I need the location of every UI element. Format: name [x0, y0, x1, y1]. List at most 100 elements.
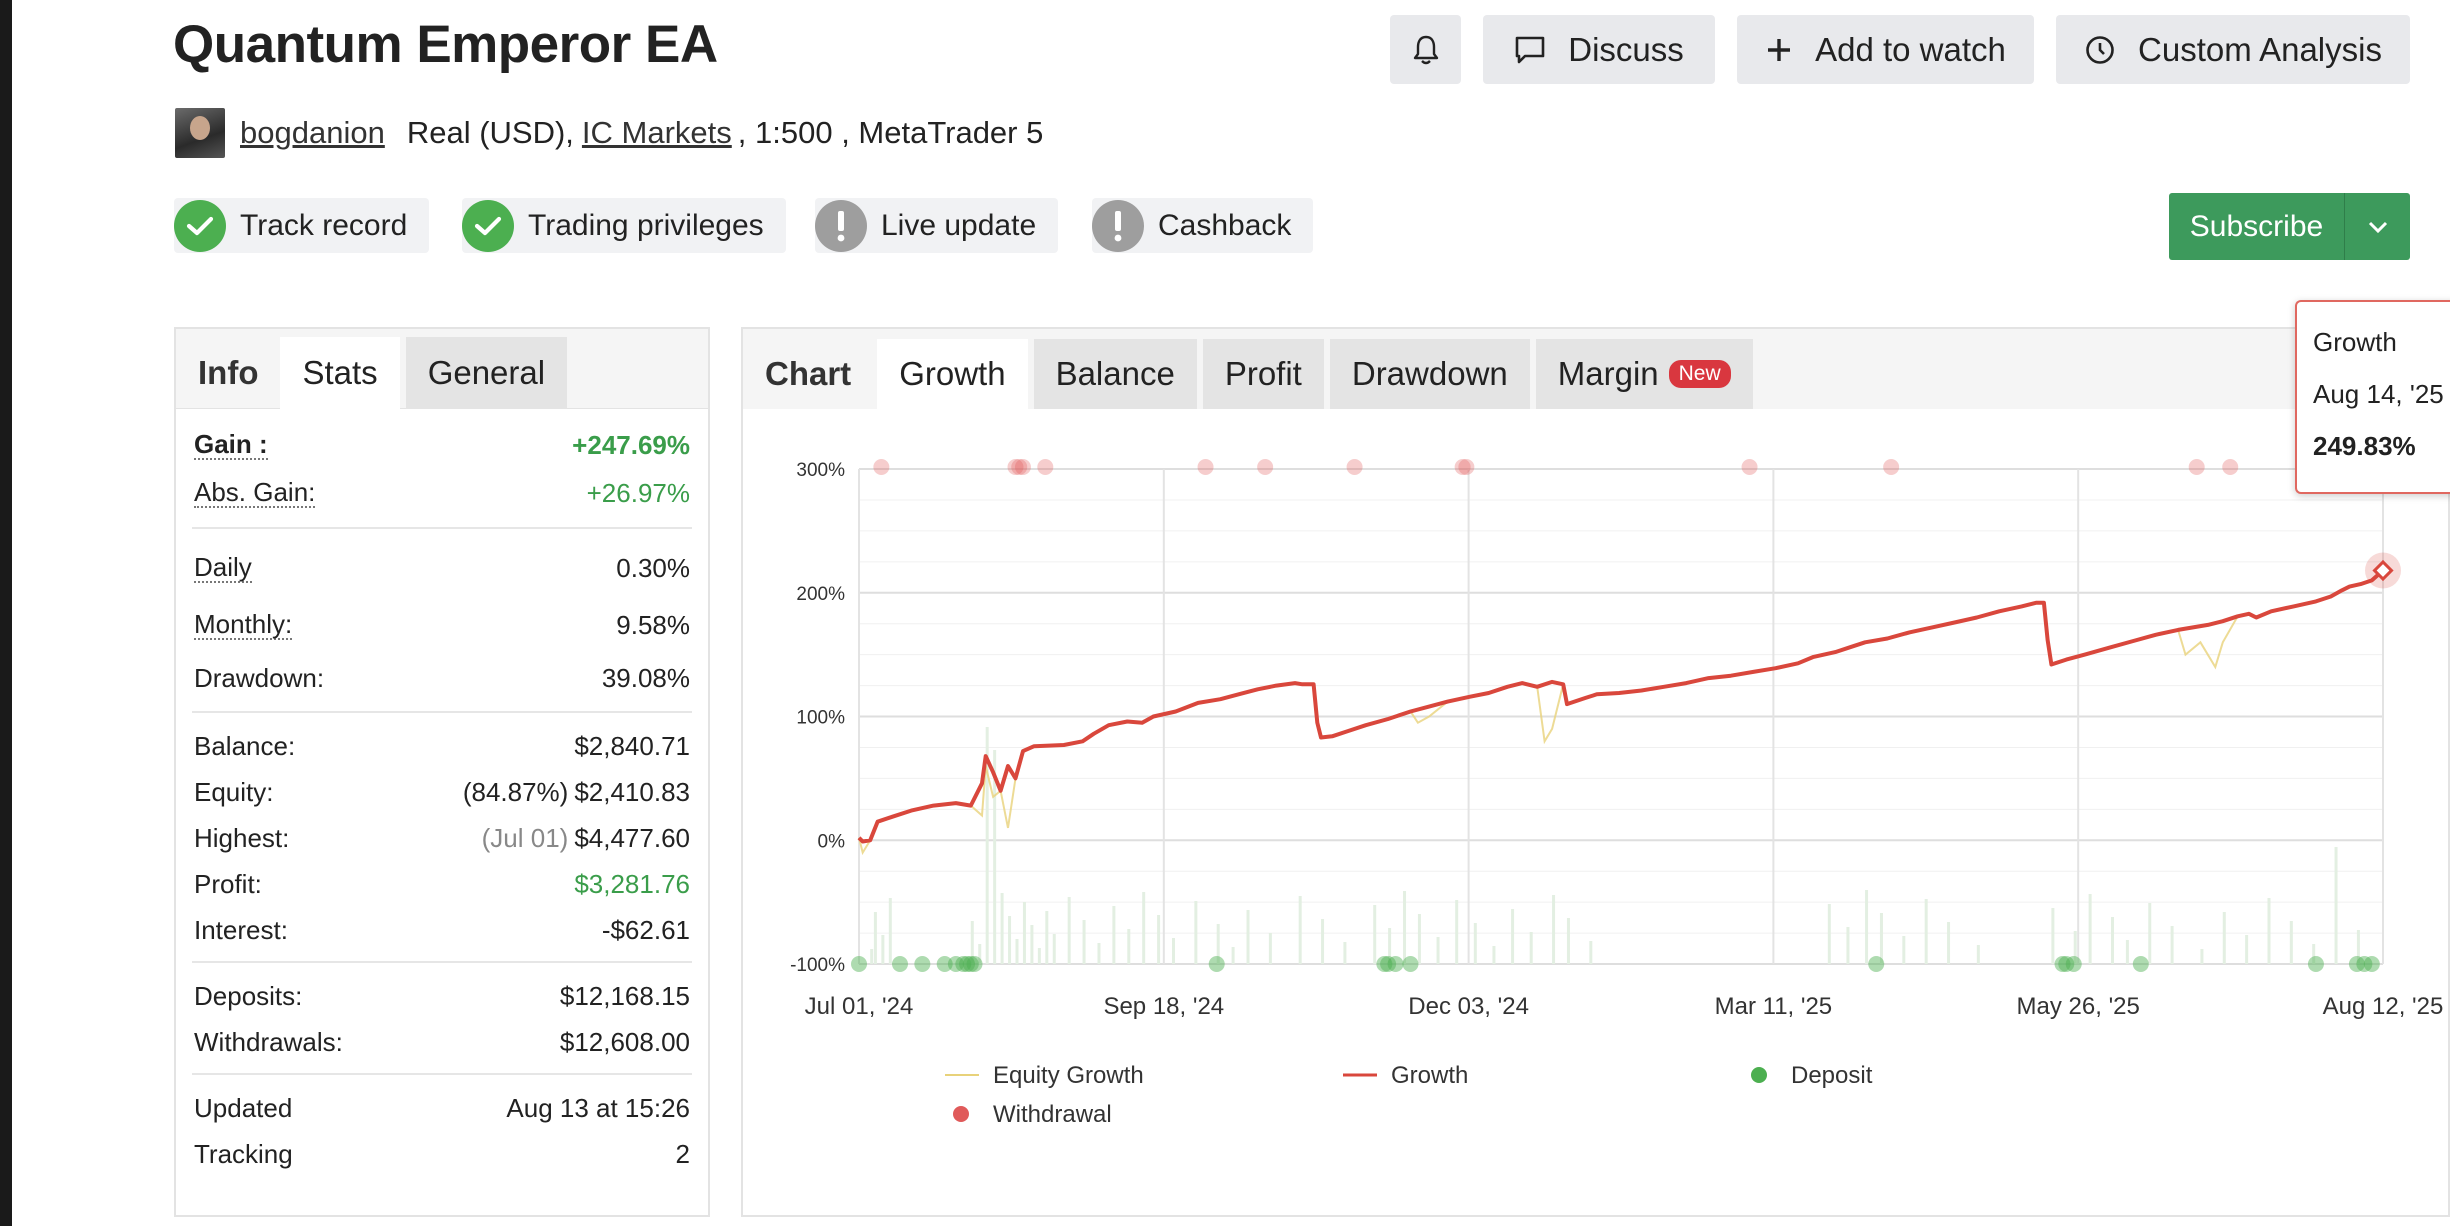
volume-bar [1902, 936, 1906, 964]
badge-live-update[interactable]: Live update [815, 198, 1059, 253]
stat-highest: $4,477.60 [574, 822, 690, 853]
withdrawal-marker [1883, 459, 1900, 475]
volume-bar [1552, 895, 1556, 964]
check-circle-icon [174, 199, 226, 252]
divider [192, 711, 692, 713]
legend-swatch [1751, 1067, 1767, 1083]
badge-track-record[interactable]: Track record [174, 198, 430, 253]
volume-bar [873, 912, 877, 964]
volume-bar [2148, 903, 2152, 964]
badge-label: Live update [881, 208, 1037, 242]
stat-label: Balance: [194, 730, 296, 761]
deposit-marker [2307, 956, 2324, 972]
deposit-marker [2058, 956, 2075, 972]
avatar[interactable] [175, 108, 225, 158]
y-tick-label: -100% [790, 955, 845, 976]
discuss-button[interactable]: Discuss [1483, 15, 1715, 84]
tab-general[interactable]: General [405, 337, 568, 409]
withdrawal-marker [1037, 459, 1054, 475]
volume-bar [970, 921, 974, 964]
deposit-marker [2363, 956, 2380, 972]
volume-bar [1388, 928, 1392, 964]
volume-bar [888, 898, 892, 964]
volume-bar [2245, 935, 2249, 964]
stat-equity-pct: (84.87%) [462, 776, 569, 807]
stat-abs-gain: +26.97% [586, 477, 690, 508]
badge-cashback[interactable]: Cashback [1092, 198, 1314, 253]
tab-info[interactable]: Info [198, 354, 259, 391]
withdrawal-marker [1014, 459, 1031, 475]
volume-bar [2110, 917, 2114, 964]
volume-bar [1298, 896, 1302, 964]
volume-bar [1246, 910, 1250, 964]
deposit-marker [955, 956, 972, 972]
stat-label: Profit: [194, 868, 262, 899]
volume-bar [1403, 891, 1407, 964]
volume-bar [1373, 905, 1377, 964]
stat-equity: $2,410.83 [574, 776, 690, 807]
legend-label: Growth [1391, 1062, 1468, 1089]
stat-label: Highest: [194, 822, 290, 853]
volume-bar [1879, 913, 1883, 964]
custom-analysis-button[interactable]: Custom Analysis [2056, 15, 2410, 84]
broker-link[interactable]: IC Markets [581, 115, 732, 150]
x-tick-label: May 26, '25 [2017, 993, 2140, 1020]
add-to-watch-button[interactable]: Add to watch [1737, 15, 2034, 84]
stat-balance: $2,840.71 [574, 730, 690, 761]
volume-bar [2222, 912, 2226, 964]
deposit-marker [1402, 956, 1419, 972]
stat-label: Drawdown: [194, 662, 325, 693]
volume-bar [1082, 920, 1086, 964]
volume-bar [1976, 945, 1980, 964]
stat-gain: +247.69% [572, 429, 690, 460]
stat-label[interactable]: Daily [194, 552, 252, 583]
notify-button[interactable] [1390, 15, 1461, 84]
volume-bar [1067, 897, 1071, 964]
tab-profit[interactable]: Profit [1202, 339, 1324, 409]
stat-label[interactable]: Monthly: [194, 609, 293, 640]
growth-line [857, 569, 2385, 844]
growth-chart[interactable]: Jul 01, '24 Sep 18, '24 Dec 03, '24 Mar 11,… [743, 329, 2448, 1215]
tab-margin[interactable]: Margin New [1535, 339, 1753, 409]
tab-chart[interactable]: Chart [765, 355, 852, 392]
stat-label[interactable]: Abs. Gain: [194, 477, 316, 508]
tab-growth[interactable]: Growth [877, 339, 1028, 409]
volume-bar [881, 935, 885, 964]
stat-label[interactable]: Gain : [194, 429, 268, 460]
volume-bar [2289, 921, 2293, 964]
legend-swatch [953, 1106, 969, 1122]
page-title: Quantum Emperor EA [173, 15, 718, 74]
divider [192, 961, 692, 963]
withdrawal-marker [1454, 459, 1471, 475]
volume-bar [1052, 934, 1056, 964]
tab-drawdown[interactable]: Drawdown [1329, 339, 1530, 409]
tooltip-date: Aug 14, '25 [2313, 378, 2444, 409]
volume-bar [2170, 926, 2174, 964]
chart-panel: Chart Growth Balance Profit Drawdown Mar… [741, 327, 2450, 1217]
tab-margin-label: Margin [1557, 355, 1659, 392]
volume-bar [1846, 927, 1850, 964]
y-tick-label: 100% [796, 708, 845, 729]
volume-bar [1030, 925, 1034, 964]
stat-label: Tracking [194, 1138, 293, 1169]
deposit-marker [1208, 956, 1225, 972]
check-circle-icon [462, 199, 514, 252]
badge-trading-privileges[interactable]: Trading privileges [462, 198, 786, 253]
volume-bar [2051, 908, 2055, 964]
discuss-label: Discuss [1568, 30, 1684, 68]
info-panel: Info Stats General Gain : +247.69% Abs. G… [174, 327, 710, 1217]
stat-label: Interest: [194, 914, 288, 945]
stats-list: Gain : +247.69% Abs. Gain: +26.97% Daily 0.… [176, 409, 708, 1177]
subscribe-dropdown[interactable] [2345, 193, 2410, 260]
tab-balance[interactable]: Balance [1033, 339, 1197, 409]
tab-stats[interactable]: Stats [280, 337, 400, 409]
volume-bar [1157, 915, 1161, 964]
y-tick-label: 0% [818, 831, 846, 852]
y-tick-label: 300% [796, 460, 845, 481]
author-link[interactable]: bogdanion [240, 115, 385, 150]
volume-bar [870, 949, 874, 964]
subscribe-button[interactable]: Subscribe [2169, 193, 2345, 260]
volume-bar [1417, 914, 1421, 964]
volume-bar [985, 727, 989, 964]
